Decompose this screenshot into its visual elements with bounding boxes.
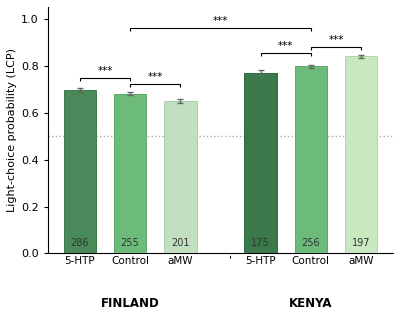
Y-axis label: Light-choice probability (LCP): Light-choice probability (LCP) — [7, 48, 17, 212]
Bar — [64, 90, 96, 253]
Text: ***: *** — [148, 72, 163, 82]
Text: ***: *** — [328, 35, 344, 45]
Text: 201: 201 — [171, 238, 190, 248]
Bar — [164, 101, 197, 253]
Text: ***: *** — [97, 66, 113, 76]
Text: 255: 255 — [121, 238, 140, 248]
Text: KENYA: KENYA — [289, 297, 332, 310]
Text: 256: 256 — [302, 238, 320, 248]
Bar — [294, 66, 327, 253]
Text: FINLAND: FINLAND — [101, 297, 160, 310]
Text: 286: 286 — [71, 238, 89, 248]
Text: 175: 175 — [251, 238, 270, 248]
Text: 197: 197 — [352, 238, 370, 248]
Bar — [114, 94, 146, 253]
Text: ***: *** — [213, 16, 228, 26]
Bar — [345, 56, 377, 253]
Bar — [244, 73, 277, 253]
Text: ***: *** — [278, 41, 294, 51]
